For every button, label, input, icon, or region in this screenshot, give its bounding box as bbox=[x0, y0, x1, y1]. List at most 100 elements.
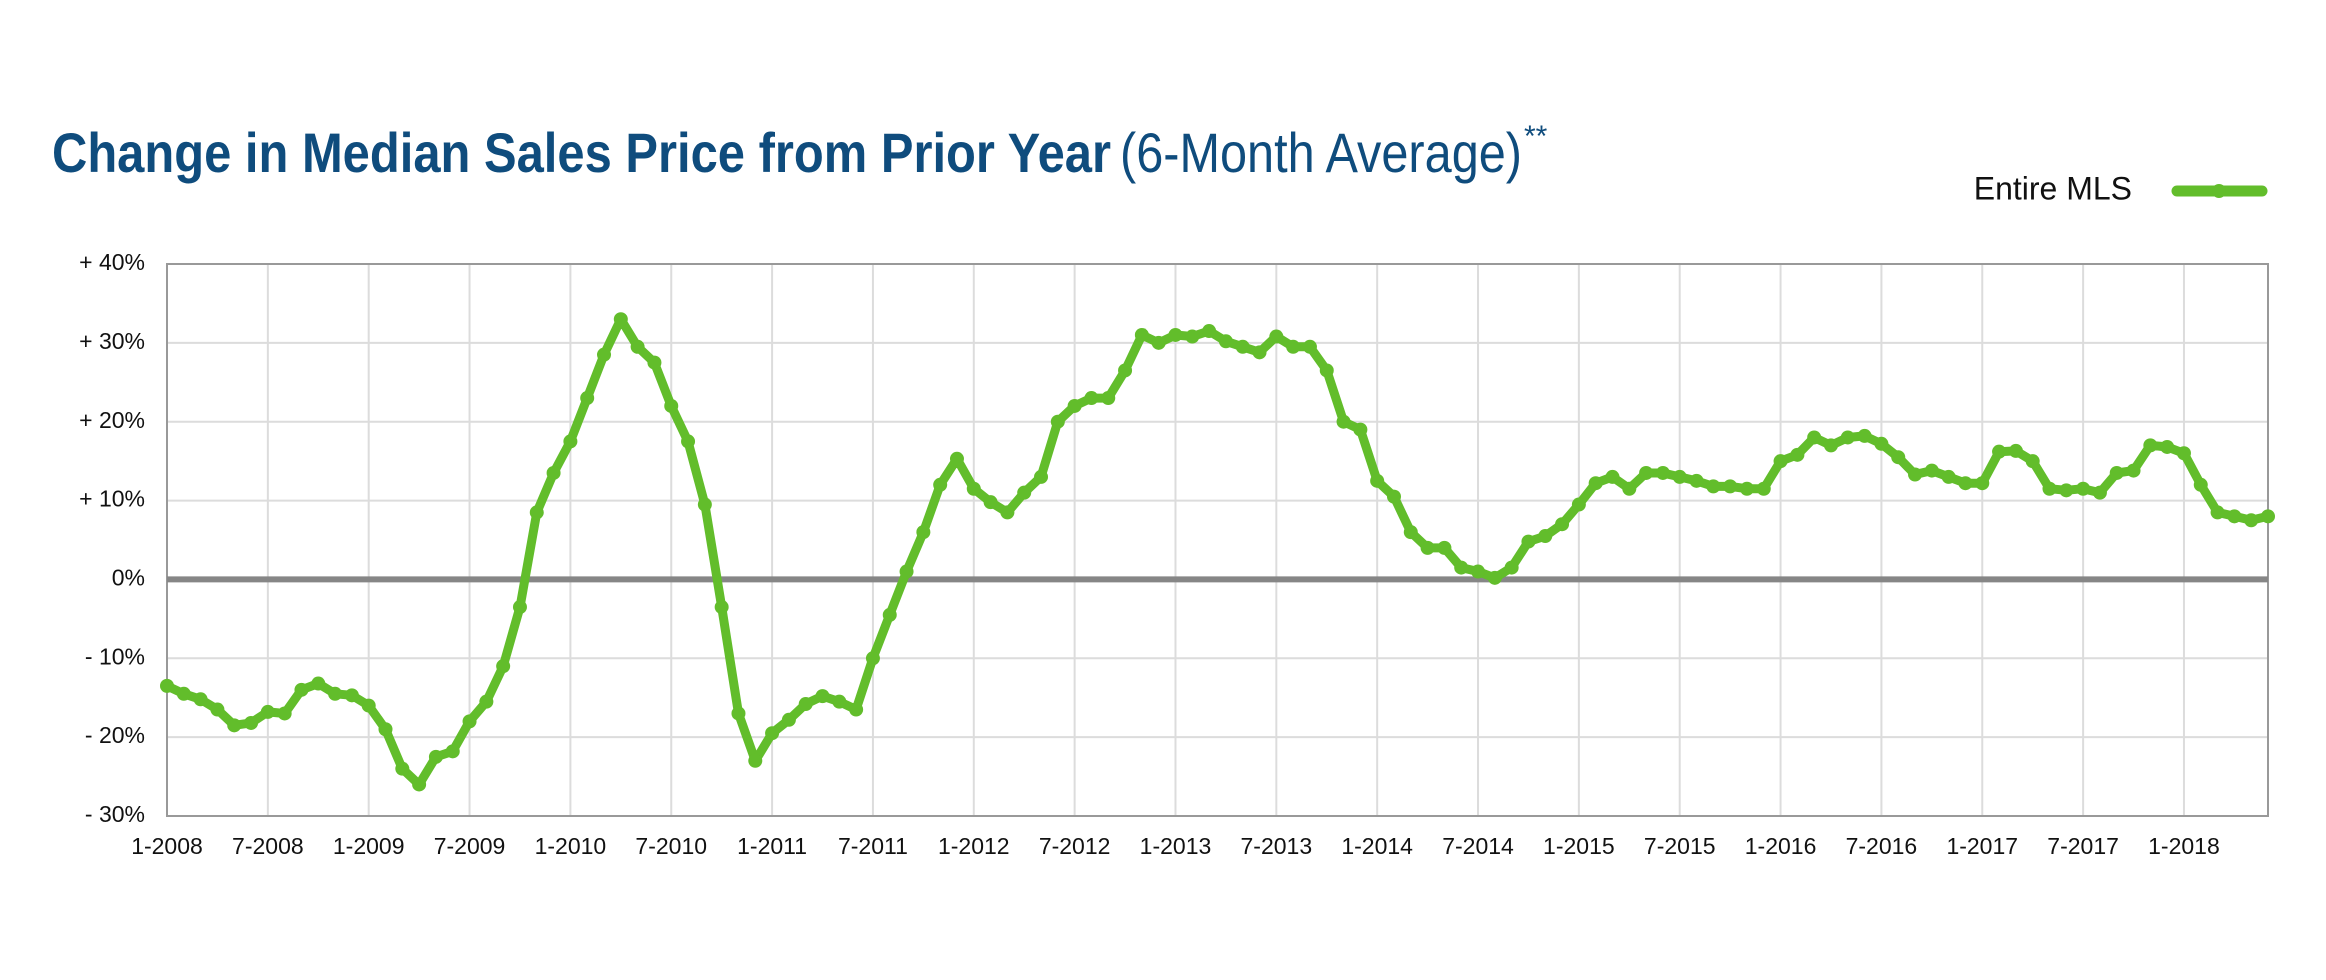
legend-label: Entire MLS bbox=[1974, 170, 2132, 206]
data-point bbox=[1118, 363, 1133, 378]
data-point bbox=[630, 339, 645, 354]
data-point bbox=[1319, 363, 1334, 378]
y-tick-label: + 20% bbox=[79, 407, 145, 433]
x-tick-label: 7-2016 bbox=[1846, 833, 1918, 859]
x-tick-label: 1-2008 bbox=[131, 833, 203, 859]
data-point bbox=[1067, 398, 1082, 413]
data-point bbox=[1000, 505, 1015, 520]
data-point bbox=[193, 692, 208, 707]
x-tick-label: 1-2010 bbox=[535, 833, 607, 859]
data-point bbox=[765, 726, 780, 741]
plot-border bbox=[166, 263, 2269, 817]
data-point bbox=[462, 714, 477, 729]
data-point bbox=[2008, 443, 2023, 458]
data-point bbox=[1891, 450, 1906, 465]
data-point bbox=[832, 694, 847, 709]
data-point bbox=[1386, 489, 1401, 504]
legend-marker bbox=[2212, 184, 2226, 198]
data-point bbox=[798, 697, 813, 712]
y-tick-label: + 40% bbox=[79, 249, 145, 275]
data-point bbox=[899, 564, 914, 579]
data-point bbox=[2143, 438, 2158, 453]
x-tick-label: 7-2017 bbox=[2047, 833, 2119, 859]
x-tick-label: 7-2012 bbox=[1039, 833, 1111, 859]
data-point bbox=[277, 706, 292, 721]
data-point bbox=[294, 682, 309, 697]
x-tick-label: 1-2015 bbox=[1543, 833, 1615, 859]
data-point bbox=[2126, 463, 2141, 478]
data-point bbox=[2261, 509, 2275, 524]
chart-subtitle: (6-Month Average) bbox=[1120, 121, 1522, 184]
x-tick-label: 1-2009 bbox=[333, 833, 405, 859]
data-point bbox=[496, 659, 511, 674]
x-tick-label: 1-2017 bbox=[1946, 833, 2018, 859]
data-point bbox=[2193, 477, 2208, 492]
data-point bbox=[916, 525, 931, 540]
data-point bbox=[2092, 485, 2107, 500]
data-point bbox=[529, 505, 544, 520]
data-point bbox=[412, 777, 427, 792]
data-point bbox=[2059, 483, 2074, 498]
data-point bbox=[1403, 525, 1418, 540]
data-point bbox=[966, 481, 981, 496]
data-point bbox=[445, 744, 460, 759]
data-point bbox=[1790, 447, 1805, 462]
data-point bbox=[1689, 473, 1704, 488]
data-point bbox=[1168, 327, 1183, 342]
data-point bbox=[1101, 391, 1116, 406]
data-point bbox=[1034, 469, 1049, 484]
data-point bbox=[1286, 339, 1301, 354]
data-point bbox=[1151, 335, 1166, 350]
data-point bbox=[546, 465, 561, 480]
data-point bbox=[1471, 564, 1486, 579]
data-point bbox=[781, 712, 796, 727]
x-tick-label: 1-2011 bbox=[737, 833, 807, 859]
title-marker: ** bbox=[1524, 120, 1548, 153]
series-line bbox=[165, 314, 2270, 789]
data-point bbox=[1504, 560, 1519, 575]
data-point bbox=[1739, 481, 1754, 496]
data-point bbox=[1992, 444, 2007, 459]
data-point bbox=[2210, 505, 2225, 520]
data-point bbox=[1454, 560, 1469, 575]
data-point bbox=[378, 722, 393, 737]
y-tick-label: - 20% bbox=[85, 722, 145, 748]
data-point bbox=[1084, 391, 1099, 406]
y-tick-label: + 30% bbox=[79, 328, 145, 354]
y-tick-label: - 10% bbox=[85, 643, 145, 669]
y-tick-label: + 10% bbox=[79, 486, 145, 512]
data-point bbox=[512, 600, 527, 615]
data-point bbox=[1639, 465, 1654, 480]
x-tick-label: 1-2016 bbox=[1745, 833, 1817, 859]
data-point bbox=[2176, 446, 2191, 461]
data-point bbox=[1218, 334, 1233, 349]
data-point bbox=[2076, 481, 2091, 496]
data-point bbox=[1235, 339, 1250, 354]
x-tick-label: 7-2010 bbox=[635, 833, 707, 859]
data-point bbox=[1908, 467, 1923, 482]
data-point bbox=[1706, 479, 1721, 494]
data-point bbox=[983, 495, 998, 510]
data-point bbox=[2227, 509, 2242, 524]
data-point bbox=[1437, 540, 1452, 555]
data-point bbox=[865, 651, 880, 666]
data-point bbox=[1605, 469, 1620, 484]
x-tick-label: 7-2008 bbox=[232, 833, 304, 859]
x-tick-label: 7-2009 bbox=[434, 833, 506, 859]
data-point bbox=[428, 749, 443, 764]
data-point bbox=[1202, 324, 1217, 339]
data-point bbox=[2025, 454, 2040, 469]
data-point bbox=[613, 312, 628, 327]
data-point bbox=[1941, 469, 1956, 484]
chart-title: Change in Median Sales Price from Prior … bbox=[52, 121, 1111, 184]
data-point bbox=[1134, 327, 1149, 342]
data-point bbox=[1857, 428, 1872, 443]
data-point bbox=[1588, 476, 1603, 491]
data-point bbox=[1840, 430, 1855, 445]
data-point bbox=[210, 702, 225, 717]
data-point bbox=[2160, 439, 2175, 454]
data-point bbox=[1336, 414, 1351, 429]
data-point bbox=[361, 698, 376, 713]
data-point bbox=[176, 686, 191, 701]
